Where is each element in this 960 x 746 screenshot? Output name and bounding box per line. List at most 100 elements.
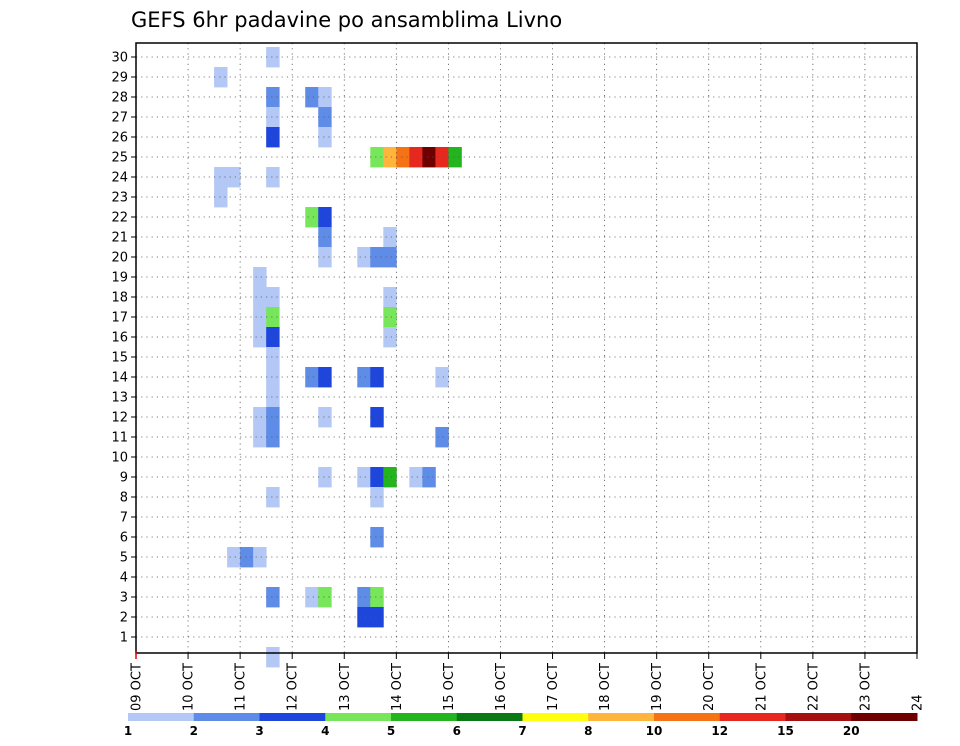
colorbar-label: 15	[777, 724, 794, 738]
y-tick-label: 12	[111, 411, 128, 426]
heatmap-cell	[266, 167, 280, 188]
y-tick-label: 8	[120, 491, 128, 506]
y-tick-label: 28	[111, 91, 128, 106]
y-tick-label: 13	[111, 391, 128, 406]
heatmap-cell	[266, 407, 280, 428]
chart-title: GEFS 6hr padavine po ansamblima Livno	[131, 8, 562, 32]
heatmap-cell	[409, 467, 423, 488]
heatmap-cell	[214, 167, 228, 188]
heatmap-cell	[240, 547, 254, 568]
heatmap-cell	[383, 247, 397, 268]
y-tick-label: 27	[111, 111, 128, 126]
x-tick-label: 21 OCT	[754, 663, 769, 711]
y-tick-label: 19	[111, 271, 128, 286]
heatmap-cell	[435, 427, 449, 448]
heatmap-cell	[370, 487, 384, 508]
colorbar-segment	[719, 713, 786, 721]
heatmap-cell	[266, 347, 280, 368]
heatmap-cell	[383, 327, 397, 348]
colorbar-segment	[128, 713, 195, 721]
heatmap-cell	[253, 407, 267, 428]
x-tick-label: 13 OCT	[338, 663, 353, 711]
heatmap-cell	[266, 87, 280, 108]
heatmap-cell	[357, 607, 371, 628]
plot-frame	[135, 42, 918, 654]
heatmap-cell	[253, 547, 267, 568]
heatmap-cell	[370, 587, 384, 608]
heatmap-cell	[318, 587, 332, 608]
colorbar-segment	[588, 713, 655, 721]
colorbar-label: 4	[321, 724, 329, 738]
y-tick-label: 23	[111, 191, 128, 206]
colorbar-label: 20	[843, 724, 860, 738]
heatmap-cell	[318, 367, 332, 388]
heatmap-cell	[370, 367, 384, 388]
colorbar-label: 8	[584, 724, 592, 738]
heatmap-cell	[357, 247, 371, 268]
heatmap-cell	[227, 547, 241, 568]
y-tick-label: 10	[111, 451, 128, 466]
heatmap-cell	[318, 87, 332, 108]
colorbar-segment	[193, 713, 260, 721]
heatmap-cell	[266, 427, 280, 448]
heatmap-cell	[214, 187, 228, 208]
x-tick-label: 11 OCT	[234, 663, 249, 711]
heatmap-cell	[383, 307, 397, 328]
y-tick-label: 25	[111, 151, 128, 166]
y-tick-label: 5	[120, 551, 128, 566]
y-tick-label: 26	[111, 131, 128, 146]
y-tick-label: 14	[111, 371, 128, 386]
colorbar-label: 2	[190, 724, 198, 738]
colorbar-label: 1	[124, 724, 132, 738]
heatmap-cell	[305, 87, 319, 108]
colorbar-label: 5	[387, 724, 395, 738]
heatmap-cell	[305, 207, 319, 228]
heatmap-cell	[266, 107, 280, 128]
heatmap-cell	[422, 467, 436, 488]
y-tick-label: 30	[111, 51, 128, 66]
x-tick-label: 20 OCT	[702, 663, 717, 711]
colorbar-label: 3	[255, 724, 263, 738]
colorbar-segment	[851, 713, 918, 721]
x-tick-label: 19 OCT	[650, 663, 665, 711]
colorbar: 1 2 3 4 5 6 7 8 10 12 15 20	[124, 713, 918, 738]
heatmap-cell	[318, 247, 332, 268]
colorbar-segment	[785, 713, 852, 721]
y-tick-label: 20	[111, 251, 128, 266]
y-tick-label: 16	[111, 331, 128, 346]
heatmap-cell	[253, 427, 267, 448]
heatmap-cell	[214, 67, 228, 88]
y-tick-label: 3	[120, 591, 128, 606]
heatmap-cell	[383, 147, 397, 168]
y-tick-label: 9	[120, 471, 128, 486]
axis-layer: 1234567891011121314151617181920212223242…	[111, 51, 925, 712]
grid-layer	[136, 43, 917, 653]
colorbar-segment	[522, 713, 589, 721]
heatmap-cell	[448, 147, 462, 168]
heatmap-cell	[318, 227, 332, 248]
heatmap-cell	[318, 107, 332, 128]
x-tick-label: 18 OCT	[598, 663, 613, 711]
x-tick-label: 17 OCT	[546, 663, 561, 711]
heatmap-cell	[370, 527, 384, 548]
heatmap-cell	[253, 267, 267, 288]
colorbar-label: 7	[518, 724, 526, 738]
heatmap-cell	[370, 407, 384, 428]
y-tick-label: 18	[111, 291, 128, 306]
heatmap-cell	[266, 327, 280, 348]
x-tick-label: 16 OCT	[494, 663, 509, 711]
heatmap-cell	[383, 287, 397, 308]
y-tick-label: 7	[120, 511, 128, 526]
y-tick-label: 29	[111, 71, 128, 86]
x-tick-label: 24	[911, 694, 926, 711]
heatmap-cell	[318, 207, 332, 228]
colorbar-segment	[325, 713, 392, 721]
y-tick-label: 1	[120, 631, 128, 646]
heatmap-cell	[370, 147, 384, 168]
heatmap-cell	[266, 647, 280, 668]
x-tick-label: 10 OCT	[182, 663, 197, 711]
x-tick-label: 12 OCT	[286, 663, 301, 711]
heatmap-cell	[370, 467, 384, 488]
heatmap-cell	[357, 587, 371, 608]
